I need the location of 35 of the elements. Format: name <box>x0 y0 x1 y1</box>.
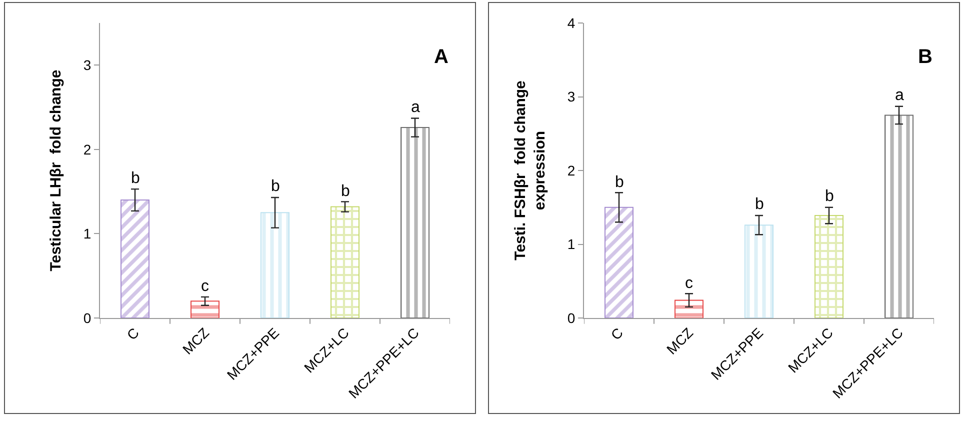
y-tick-label: 0 <box>567 310 576 326</box>
annotation: b <box>131 170 140 187</box>
y-tick-label: 4 <box>567 14 576 31</box>
annotation: c <box>685 275 693 292</box>
bar <box>604 206 634 318</box>
y-axis-title: Testicular LHβr fold change <box>48 70 65 272</box>
bar <box>260 212 290 318</box>
annotation: b <box>615 174 624 191</box>
annotation: a <box>895 87 904 104</box>
annotation: A <box>434 46 448 68</box>
bar <box>674 300 704 318</box>
bar <box>400 127 430 318</box>
bar <box>330 206 360 318</box>
y-axis-title: Testi. FSHβr fold change expression <box>512 80 549 260</box>
y-tick-label: 0 <box>83 310 92 326</box>
y-tick-label: 1 <box>83 226 92 242</box>
annotation: b <box>755 196 764 213</box>
y-tick-label: 3 <box>83 57 92 74</box>
annotation: b <box>271 178 280 195</box>
bar <box>884 114 914 318</box>
annotation: c <box>201 278 209 295</box>
annotation: b <box>341 183 350 200</box>
annotation: b <box>825 188 834 205</box>
bar <box>190 300 220 318</box>
y-tick-label: 2 <box>83 141 92 158</box>
y-tick-label: 3 <box>567 88 576 105</box>
annotation: a <box>411 99 420 116</box>
annotation: B <box>918 46 932 68</box>
bar <box>814 214 844 318</box>
x-tick-label: C <box>608 324 626 344</box>
bar <box>744 224 774 318</box>
x-tick-label: C <box>124 324 142 344</box>
y-tick-label: 2 <box>567 162 576 178</box>
y-tick-label: 1 <box>567 236 576 252</box>
bar <box>120 200 150 318</box>
